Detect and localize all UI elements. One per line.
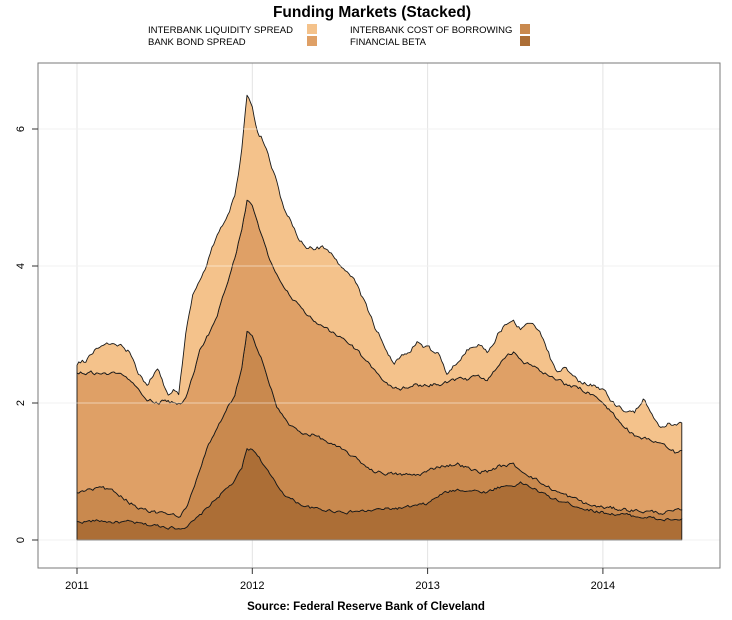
x-tick-label-2014: 2014 (591, 580, 615, 592)
source-caption: Source: Federal Reserve Bank of Clevelan… (247, 601, 485, 613)
legend-swatch-financial-beta (520, 36, 530, 46)
y-tick-label-0: 0 (15, 537, 27, 543)
legend-swatch-bank-bond-spread (307, 36, 317, 46)
x-tick-label-2012: 2012 (240, 580, 264, 592)
x-tick-label-2013: 2013 (415, 580, 439, 592)
y-tick-label-4: 4 (15, 263, 27, 269)
legend-label-interbank-liquidity-spread: INTERBANK LIQUIDITY SPREAD (148, 25, 293, 36)
x-tick-label-2011: 2011 (65, 580, 89, 592)
legend-label-interbank-cost-of-borrowing: INTERBANK COST OF BORROWING (350, 25, 512, 36)
plot-box (37, 62, 721, 569)
y-tick-label-2: 2 (15, 400, 27, 406)
legend-swatch-interbank-cost-of-borrowing (520, 24, 530, 34)
chart-title: Funding Markets (Stacked) (273, 4, 471, 21)
legend-swatch-interbank-liquidity-spread (307, 24, 317, 34)
plot-area: 2011 2012 2013 2014 0 2 4 6 (15, 62, 721, 592)
legend-label-financial-beta: FINANCIAL BETA (350, 37, 427, 48)
area-band-interbank-liquidity-spread (76, 94, 683, 454)
legend-label-bank-bond-spread: BANK BOND SPREAD (148, 37, 246, 48)
legend: INTERBANK LIQUIDITY SPREAD BANK BOND SPR… (148, 24, 530, 48)
y-tick-label-6: 6 (15, 126, 27, 132)
